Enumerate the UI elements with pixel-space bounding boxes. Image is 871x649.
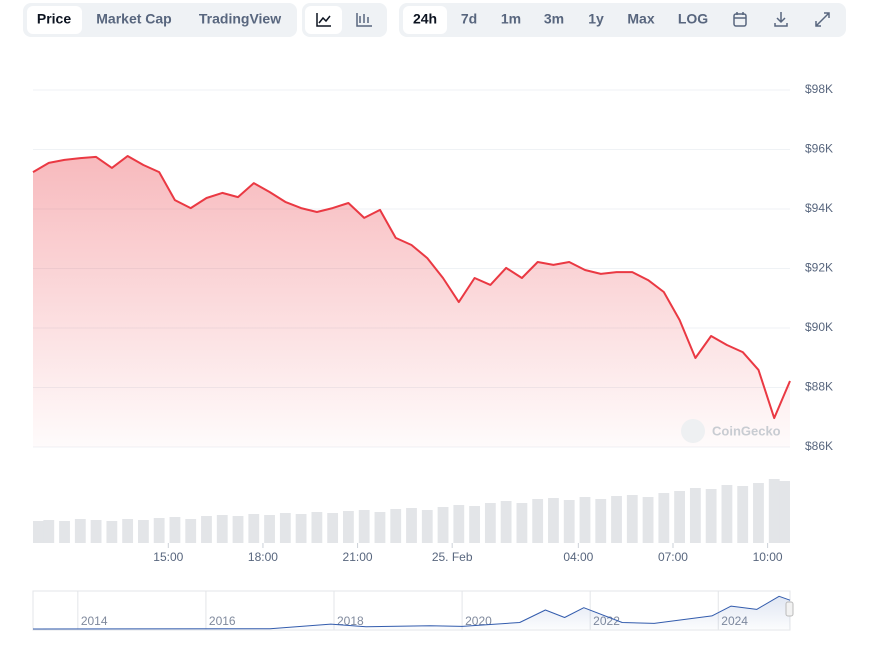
volume-bar	[33, 521, 44, 543]
tab-button[interactable]: TradingView	[199, 11, 281, 27]
y-tick-label: $86K	[805, 439, 833, 453]
volume-bar	[500, 501, 512, 543]
volume-bar	[532, 499, 544, 543]
price-line	[32, 155, 791, 420]
volume-bar	[390, 509, 402, 543]
volume-bar	[779, 481, 790, 543]
watermark-text: CoinGecko	[712, 423, 781, 438]
line-chart-icon[interactable]	[316, 13, 331, 27]
selected-type-bg	[305, 6, 342, 34]
volume-bar	[216, 515, 228, 543]
volume-bar	[563, 500, 575, 543]
volume-bar	[311, 512, 323, 543]
calendar-icon[interactable]	[733, 12, 747, 27]
range-button[interactable]: 1y	[588, 11, 604, 27]
volume-bar	[90, 520, 102, 543]
price-line	[32, 595, 791, 630]
volume-bar	[705, 489, 717, 543]
volume-bar	[768, 479, 780, 543]
tab-group	[23, 3, 297, 37]
range-button[interactable]: LOG	[678, 11, 708, 27]
x-tick-label: 2016	[209, 614, 236, 628]
range-button[interactable]: 24h	[413, 11, 437, 27]
y-tick-label: $88K	[805, 380, 833, 394]
x-tick-label: 21:00	[343, 550, 373, 564]
selected-tab-bg	[27, 6, 82, 34]
volume-bar	[327, 513, 339, 543]
range-button[interactable]: 3m	[544, 11, 564, 27]
tab-button[interactable]: Market Cap	[96, 11, 171, 27]
volume-bar	[248, 514, 260, 543]
volume-bar	[658, 493, 670, 543]
volume-bar	[469, 506, 480, 543]
volume-bar	[579, 497, 591, 543]
navigator-handle	[785, 601, 794, 617]
volume-bar	[548, 498, 559, 543]
watermark: CoinGecko	[681, 419, 781, 443]
volume-bar	[137, 520, 149, 543]
x-tick-label: 18:00	[248, 550, 278, 564]
volume-bar	[453, 505, 465, 543]
volume-bar	[484, 503, 496, 543]
volume-bar	[169, 517, 181, 543]
volume-bar	[232, 516, 244, 543]
volume-bar	[674, 491, 686, 543]
volume-bar	[721, 485, 733, 543]
fullscreen-icon[interactable]	[815, 12, 830, 27]
volume-bar	[59, 521, 70, 543]
volume-bar	[421, 510, 433, 543]
volume-bar	[74, 519, 86, 543]
range-button[interactable]: 1m	[501, 11, 521, 27]
x-tick-label: 2014	[81, 614, 108, 628]
volume-bar	[264, 515, 275, 543]
tab-button[interactable]: Price	[37, 11, 71, 27]
y-tick-label: $94K	[805, 201, 833, 215]
volume-bar	[516, 503, 528, 543]
volume-bar	[689, 488, 701, 543]
volume-bar	[43, 520, 55, 543]
volume-bar	[358, 510, 370, 543]
volume-bar	[106, 521, 118, 543]
volume-bar	[153, 518, 165, 543]
x-tick-label: 25. Feb	[432, 550, 473, 564]
x-tick-label: 10:00	[753, 550, 783, 564]
y-tick-label: $96K	[805, 142, 833, 156]
volume-bar	[279, 513, 291, 543]
x-tick-label: 04:00	[563, 550, 593, 564]
volume-bar	[737, 486, 749, 543]
y-tick-label: $98K	[805, 82, 833, 96]
download-icon[interactable]	[774, 12, 788, 27]
volume-bar	[185, 519, 197, 543]
volume-bar	[343, 511, 354, 543]
volume-bar	[374, 512, 386, 543]
volume-bar	[753, 483, 764, 543]
y-tick-label: $92K	[805, 261, 833, 275]
y-tick-label: $90K	[805, 320, 833, 334]
volume-bar	[642, 497, 654, 543]
toolbar	[23, 3, 846, 37]
volume-bar	[611, 496, 622, 543]
range-button[interactable]: 7d	[461, 11, 477, 27]
area	[33, 156, 790, 447]
x-tick-label: 07:00	[658, 550, 688, 564]
x-tick-label: 15:00	[153, 550, 183, 564]
volume-bar	[406, 508, 417, 543]
volume-bar	[295, 514, 307, 543]
candle-chart-icon[interactable]	[356, 13, 372, 27]
volume-bar	[626, 495, 638, 543]
area	[33, 596, 790, 629]
range-button[interactable]: Max	[627, 11, 654, 27]
volume-bar	[595, 499, 607, 543]
range-group	[399, 3, 846, 37]
volume-bar	[201, 516, 212, 543]
selected-range-bg	[403, 6, 447, 34]
volume-bar	[437, 507, 449, 543]
volume-bar	[122, 519, 134, 543]
